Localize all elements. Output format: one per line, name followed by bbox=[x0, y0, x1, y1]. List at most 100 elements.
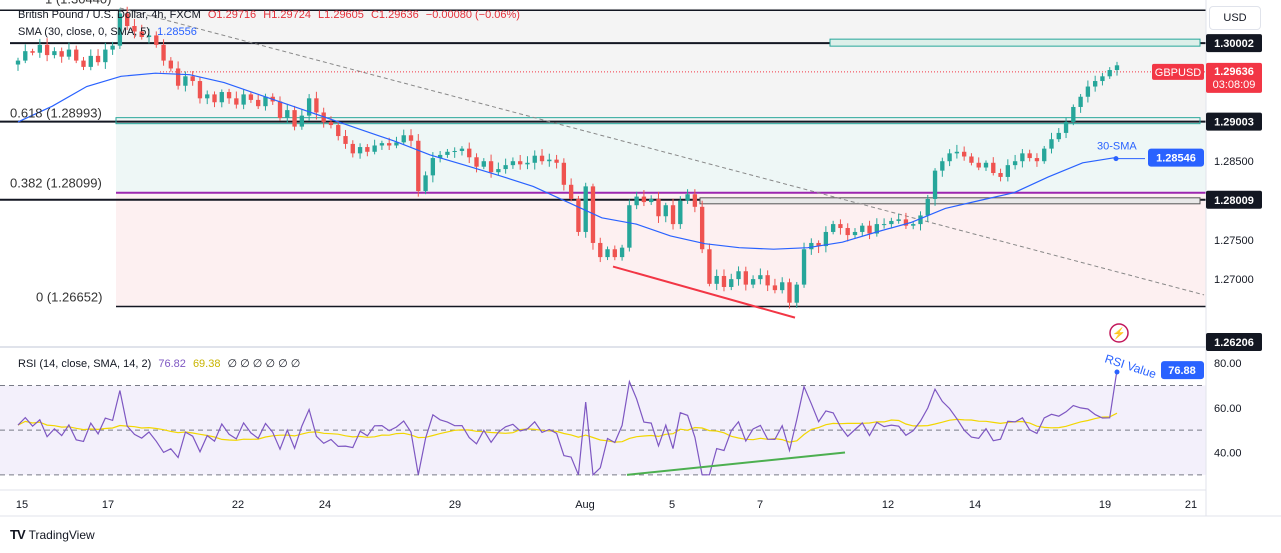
price-tick-label: 1.28500 bbox=[1214, 156, 1254, 168]
rsi-legend-label[interactable]: RSI (14, close, SMA, 14, 2) bbox=[18, 358, 152, 370]
symbol-badge-label: GBPUSD bbox=[1155, 67, 1202, 79]
candle-body bbox=[343, 136, 348, 144]
candle-body bbox=[110, 45, 115, 50]
ohlc-change: −0.00080 (−0.06%) bbox=[425, 9, 520, 21]
candle-body bbox=[852, 231, 858, 236]
candle-body bbox=[285, 110, 290, 118]
horizontal-levels bbox=[0, 9, 1206, 308]
candle-body bbox=[874, 224, 879, 234]
rsi-annotation-text: RSI Value bbox=[1103, 352, 1158, 382]
candle-body bbox=[634, 196, 639, 206]
candle-body bbox=[721, 275, 727, 287]
time-tick-label: 29 bbox=[449, 499, 461, 511]
candle-body bbox=[889, 220, 894, 225]
candle-body bbox=[503, 165, 508, 170]
candle-body bbox=[1092, 81, 1098, 87]
candle-body bbox=[1020, 153, 1025, 162]
sma-annotation-dot bbox=[1113, 156, 1119, 162]
candle-body bbox=[146, 35, 152, 38]
candle-body bbox=[256, 99, 261, 107]
price-badge bbox=[1206, 62, 1262, 93]
candle-body bbox=[401, 135, 406, 143]
level-zone bbox=[829, 38, 1201, 47]
candle-body bbox=[299, 115, 305, 127]
level-badge-label: 1.28009 bbox=[1214, 195, 1254, 207]
lightning-icon[interactable]: ⚡ bbox=[1109, 323, 1129, 343]
symbol-title[interactable]: British Pound / U.S. Dollar, 4h, FXCM bbox=[18, 9, 201, 21]
currency-button[interactable]: USD bbox=[1209, 6, 1261, 30]
tradingview-footer: TV TradingView bbox=[10, 527, 95, 542]
candle-body bbox=[830, 224, 836, 232]
candle-body bbox=[649, 198, 654, 203]
candle-body bbox=[74, 49, 79, 61]
candle-body bbox=[940, 161, 945, 171]
time-tick-label: 24 bbox=[319, 499, 331, 511]
candle-body bbox=[197, 81, 203, 99]
tradingview-logo-icon: TV bbox=[10, 527, 26, 542]
candle-body bbox=[867, 225, 872, 234]
candle-body bbox=[66, 49, 72, 57]
price-tick-label: 1.27500 bbox=[1214, 235, 1254, 247]
candle-body bbox=[1100, 76, 1105, 82]
svg-text:⚡: ⚡ bbox=[1112, 327, 1126, 340]
candle-body bbox=[1063, 121, 1069, 133]
candle-body bbox=[518, 161, 523, 165]
candle-body bbox=[976, 162, 981, 168]
candlestick-series bbox=[15, 6, 1120, 309]
rsi-annotation-dot bbox=[1114, 369, 1120, 375]
candle-body bbox=[845, 228, 850, 236]
candle-body bbox=[532, 155, 537, 163]
sma-30-line bbox=[17, 72, 1118, 250]
candle-body bbox=[699, 206, 705, 250]
rsi-value-badge bbox=[1161, 361, 1204, 380]
candle-body bbox=[248, 94, 254, 100]
price-badge-label: 1.29636 bbox=[1214, 66, 1254, 78]
candle-body bbox=[183, 76, 188, 86]
candle-body bbox=[823, 231, 829, 247]
candle-body bbox=[394, 142, 399, 146]
fib-zone-upper bbox=[116, 8, 1206, 123]
candle-body bbox=[437, 154, 443, 159]
candle-body bbox=[736, 271, 741, 280]
candle-body bbox=[947, 153, 952, 162]
level-badge bbox=[1206, 333, 1262, 351]
candle-body bbox=[292, 110, 297, 127]
candle-body bbox=[59, 51, 64, 57]
candle-body bbox=[488, 161, 494, 173]
candle-body bbox=[1012, 161, 1018, 166]
rsi-legend-value: 76.82 bbox=[158, 358, 186, 370]
candle-body bbox=[576, 198, 581, 232]
candle-body bbox=[969, 156, 974, 163]
candle-body bbox=[932, 170, 938, 199]
candle-body bbox=[678, 200, 683, 225]
rsi-tick-label: 60.00 bbox=[1214, 403, 1242, 415]
candle-body bbox=[23, 51, 28, 61]
candle-body bbox=[212, 94, 217, 103]
candle-body bbox=[554, 159, 559, 163]
time-tick-label: 7 bbox=[757, 499, 763, 511]
candle-body bbox=[1085, 86, 1091, 97]
level-zone bbox=[115, 117, 1201, 125]
sma-legend-label[interactable]: SMA (30, close, 0, SMA, 5) bbox=[18, 26, 151, 38]
rsi-line bbox=[17, 370, 1118, 477]
time-tick-label: 12 bbox=[882, 499, 894, 511]
rsi-tick-label: 80.00 bbox=[1214, 358, 1242, 370]
candle-body bbox=[772, 285, 778, 291]
rsi-level-lines bbox=[0, 385, 1206, 476]
candle-body bbox=[234, 98, 239, 105]
candle-body bbox=[954, 151, 960, 154]
sma-annotation-text: 30-SMA bbox=[1097, 141, 1137, 153]
fib-label: 1 (1.30440) bbox=[45, 0, 112, 7]
level-badge-label: 1.26206 bbox=[1214, 337, 1254, 349]
candle-body bbox=[881, 224, 887, 226]
diagonal-trendline bbox=[119, 7, 1205, 296]
candle-body bbox=[860, 225, 865, 232]
candle-body bbox=[743, 271, 748, 285]
candle-body bbox=[547, 159, 552, 162]
candle-body bbox=[838, 224, 843, 229]
candle-body bbox=[685, 194, 690, 201]
candle-body bbox=[474, 157, 479, 167]
candle-body bbox=[467, 148, 472, 158]
candle-body bbox=[612, 249, 617, 258]
